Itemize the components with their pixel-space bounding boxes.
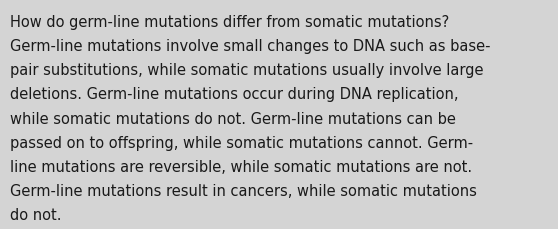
Text: passed on to offspring, while somatic mutations cannot. Germ-: passed on to offspring, while somatic mu… [10, 135, 473, 150]
Text: Germ-line mutations involve small changes to DNA such as base-: Germ-line mutations involve small change… [10, 39, 490, 54]
Text: while somatic mutations do not. Germ-line mutations can be: while somatic mutations do not. Germ-lin… [10, 111, 456, 126]
Text: line mutations are reversible, while somatic mutations are not.: line mutations are reversible, while som… [10, 159, 472, 174]
Text: pair substitutions, while somatic mutations usually involve large: pair substitutions, while somatic mutati… [10, 63, 484, 78]
Text: How do germ-line mutations differ from somatic mutations?: How do germ-line mutations differ from s… [10, 15, 449, 30]
Text: deletions. Germ-line mutations occur during DNA replication,: deletions. Germ-line mutations occur dur… [10, 87, 459, 102]
Text: do not.: do not. [10, 207, 61, 222]
Text: Germ-line mutations result in cancers, while somatic mutations: Germ-line mutations result in cancers, w… [10, 183, 477, 198]
